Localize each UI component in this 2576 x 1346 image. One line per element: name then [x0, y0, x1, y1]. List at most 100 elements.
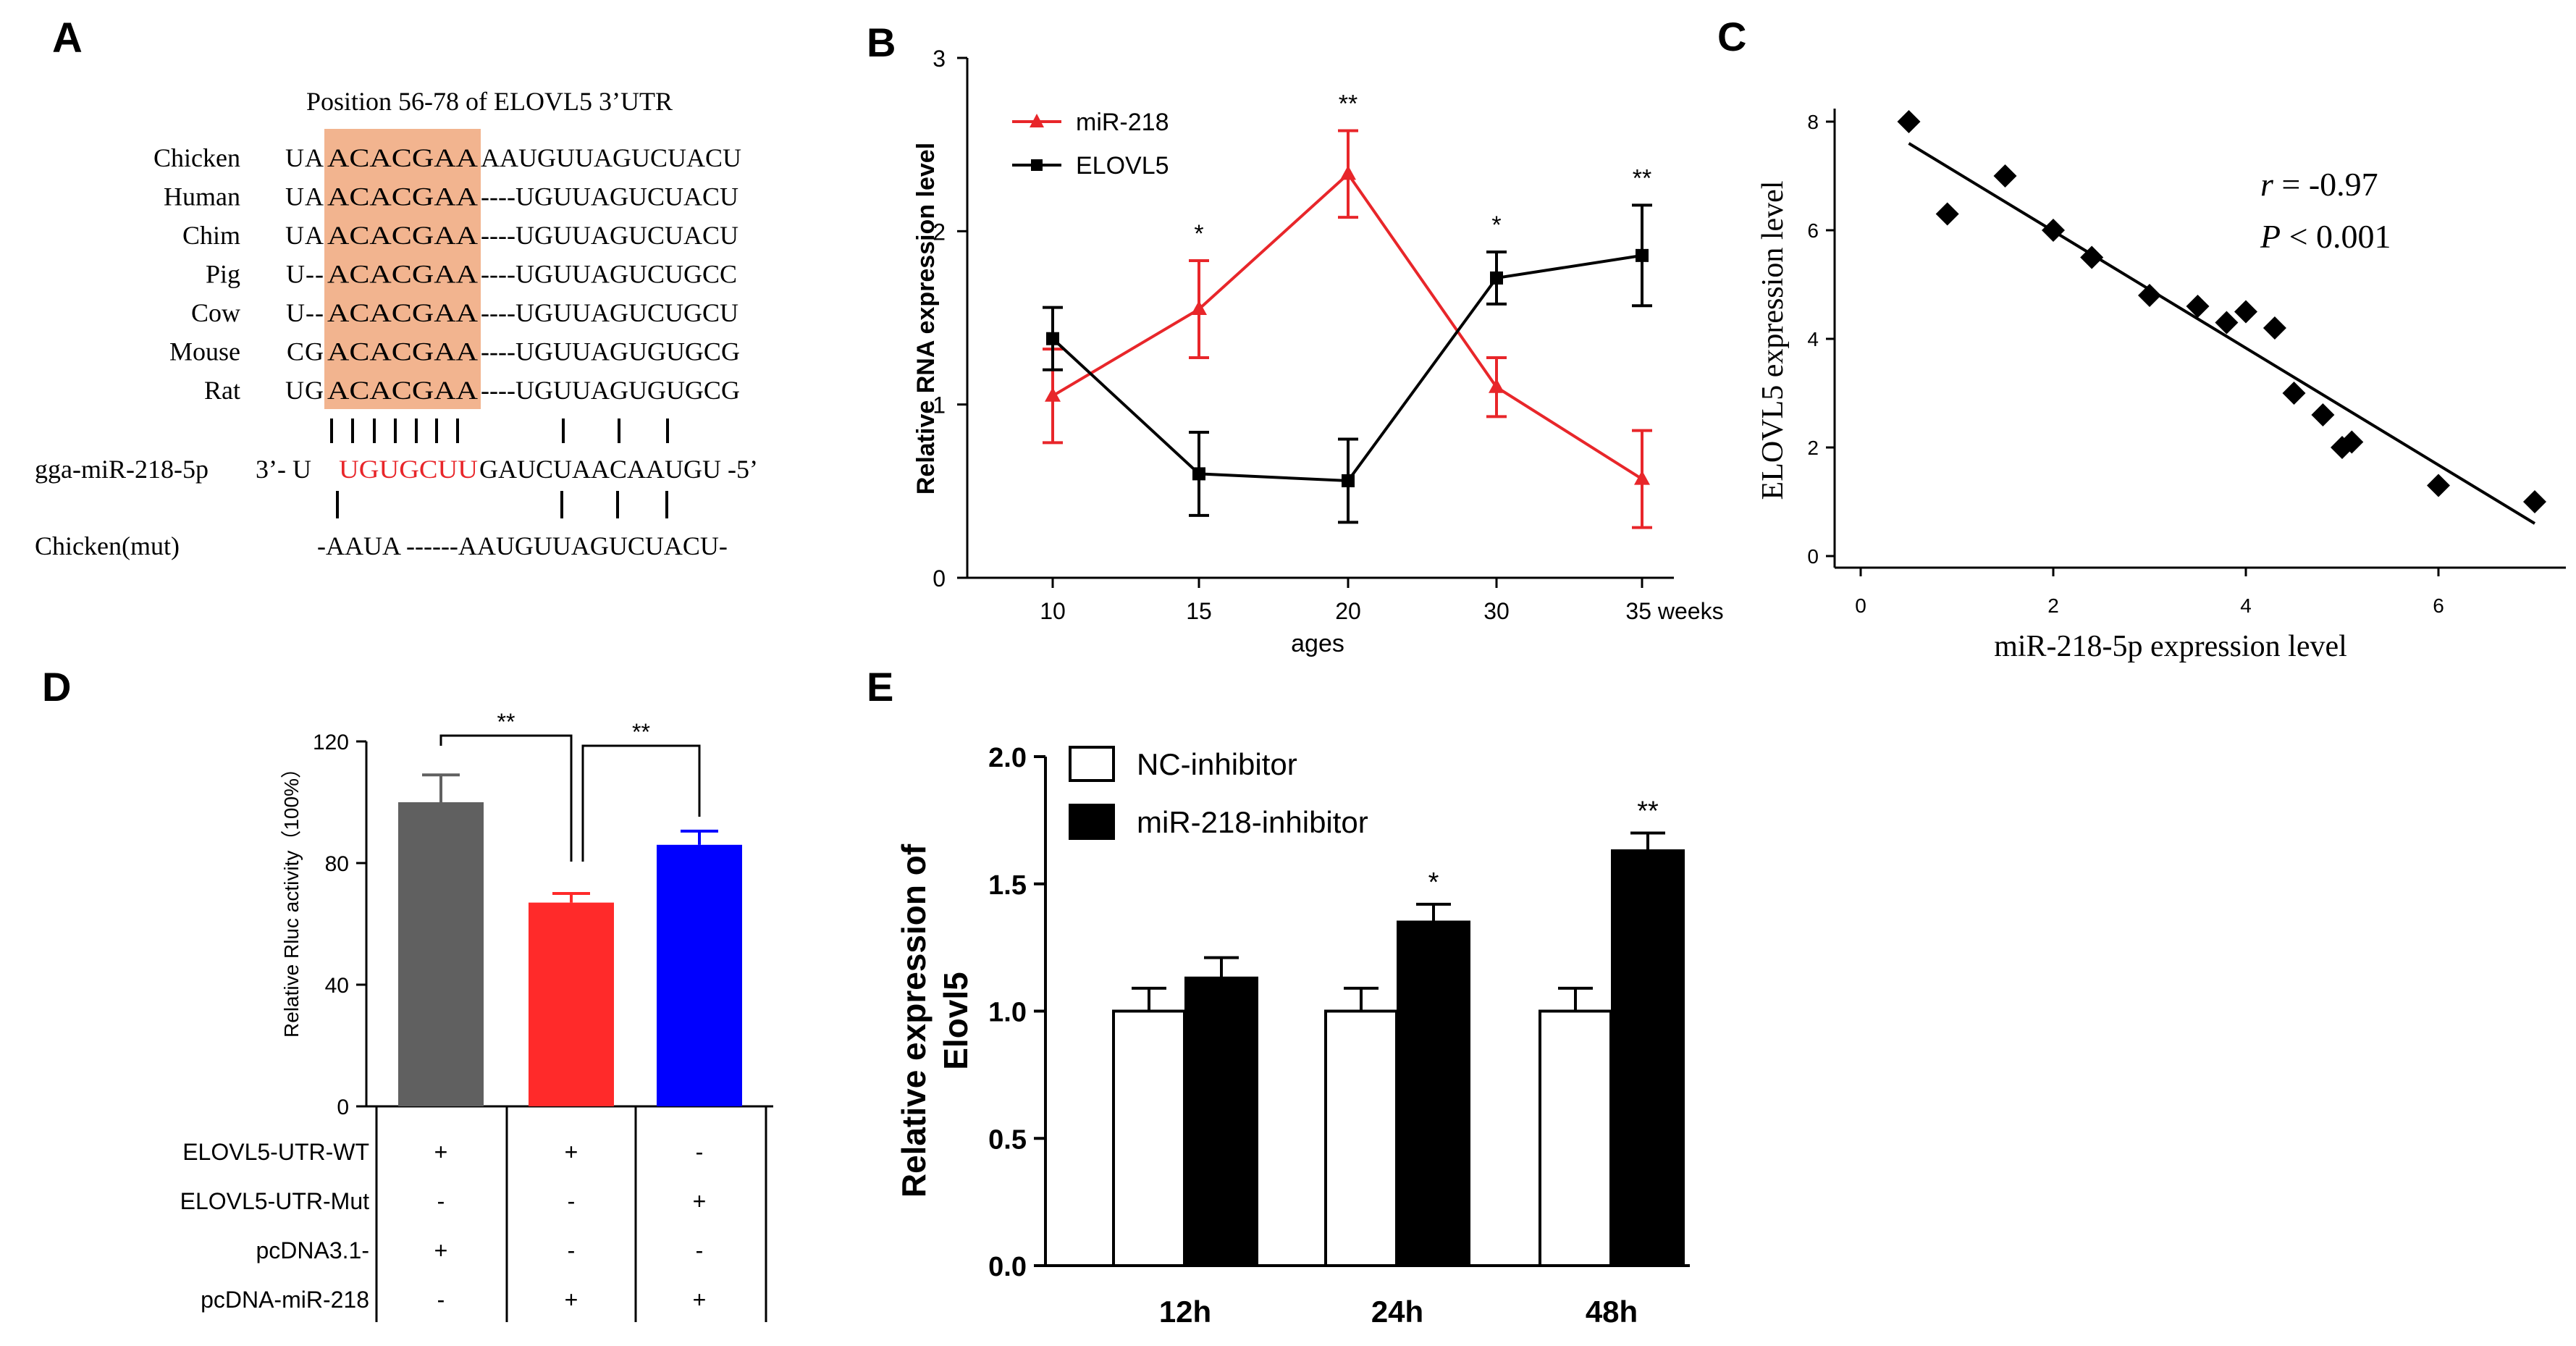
e-x-tick-label: 12h [1159, 1295, 1211, 1329]
seed-match-sequence: ACACGAA [327, 182, 478, 211]
b-point-miR-218 [1191, 300, 1207, 316]
b-point-miR-218 [1045, 387, 1061, 402]
b-legend-label: ELOVL5 [1076, 152, 1169, 180]
c-data-point [2311, 403, 2335, 426]
b-y-tick-label: 2 [933, 219, 946, 245]
e-y-tick-label: 1.0 [988, 998, 1027, 1028]
sequence-suffix: AAUGUUAGUCUACU [481, 143, 741, 172]
seed-match-sequence: ACACGAA [327, 221, 478, 250]
mirna-seed: UGUGCUU [339, 455, 478, 484]
panel-d-letter: D [42, 664, 71, 710]
mirna-suffix: GAUCUAACAAUGU -5’ [479, 455, 758, 484]
b-series-line-miR-218 [1051, 172, 1643, 481]
b-significance-mark: * [1194, 220, 1203, 248]
sequence-suffix: ----UGUUAGUCUGCU [481, 298, 738, 327]
sequence-suffix: ----UGUUAGUCUGCC [481, 260, 737, 289]
panel-a-letter: A [52, 14, 83, 62]
c-y-tick-label: 4 [1807, 328, 1819, 350]
panel-b-letter: B [867, 20, 896, 65]
c-data-point [1993, 164, 2017, 188]
species-label-mouse: Mouse [169, 337, 240, 366]
e-legend-label: NC-inhibitor [1137, 747, 1297, 781]
d-y-tick-label: 40 [325, 974, 349, 998]
e-legend-swatch [1069, 746, 1115, 782]
d-significance-mark: ** [497, 709, 515, 735]
mirna-prefix: 3’- U [256, 455, 311, 484]
species-label-chicken: Chicken [153, 143, 240, 172]
d-bar [657, 844, 742, 1106]
c-x-tick-label: 4 [2240, 594, 2252, 617]
panel-b-line-chart: B 0 1 2 3 10 15 20 30 35 weeks ages Relative RNA e… [867, 20, 1724, 657]
e-legend-swatch [1069, 804, 1115, 840]
e-x-tick-label: 24h [1371, 1295, 1423, 1329]
e-y-tick-label: 2.0 [988, 743, 1027, 773]
c-stat-p-value: < 0.001 [2281, 218, 2391, 255]
d-bar [398, 802, 484, 1106]
species-label-human: Human [164, 182, 240, 211]
c-y-tick-label: 8 [1807, 111, 1819, 133]
sequence-suffix: ----UGUUAGUCUACU [481, 182, 738, 211]
b-point-ELOVL5 [1192, 467, 1205, 481]
c-data-point [2427, 474, 2450, 497]
sequence-suffix: ----UGUUAGUGUGCG [481, 376, 740, 405]
e-bar-nc [1112, 1009, 1186, 1267]
panel-a-title: Position 56-78 of ELOVL5 3’UTR [306, 87, 673, 116]
c-y-axis-label: ELOVL5 expression level [1756, 181, 1790, 500]
d-y-tick-label: 120 [313, 731, 349, 754]
c-x-axis-label: miR-218-5p expression level [1994, 630, 2347, 663]
panel-d-bar-chart: D 0 40 80 120 Relative Rluc activity（100%） **… [42, 664, 773, 1322]
c-data-point [2215, 311, 2239, 335]
d-condition-mark: - [437, 1287, 445, 1313]
e-significance-mark: ** [1637, 796, 1659, 826]
c-x-tick-label: 0 [1855, 594, 1866, 617]
e-y-tick-label: 0.5 [988, 1124, 1027, 1155]
b-y-tick-label: 0 [933, 565, 946, 592]
d-condition-label: pcDNA3.1- [256, 1237, 370, 1263]
species-label-chim: Chim [182, 221, 240, 250]
species-label-cow: Cow [191, 298, 240, 327]
c-data-point [2234, 300, 2257, 324]
e-y-axis-label-line2: Elovl5 [937, 972, 975, 1070]
seed-match-sequence: ACACGAA [327, 376, 478, 405]
b-significance-mark: * [1491, 211, 1501, 239]
d-y-axis-label: Relative Rluc activity（100%） [280, 758, 303, 1038]
e-bar-nc [1324, 1009, 1398, 1267]
sequence-prefix: UA [285, 143, 324, 172]
d-condition-mark: + [434, 1139, 448, 1165]
c-data-point [2263, 316, 2286, 340]
b-point-ELOVL5 [1636, 248, 1649, 262]
c-data-point [1935, 202, 1959, 226]
sequence-prefix: CG [287, 337, 324, 366]
c-regression-line [1908, 142, 2536, 525]
e-legend-label: miR-218-inhibitor [1137, 805, 1368, 839]
sequence-prefix: UG [285, 376, 324, 405]
c-y-tick-label: 6 [1807, 219, 1819, 242]
d-condition-mark: + [565, 1287, 578, 1313]
b-x-tick-label: 15 [1186, 598, 1212, 624]
b-significance-mark: ** [1633, 164, 1651, 192]
c-x-tick-label: 2 [2047, 594, 2059, 617]
e-y-tick-label: 0.0 [988, 1252, 1027, 1282]
c-stat-p: P < 0.001 [2260, 218, 2391, 255]
b-x-axis-label: ages [1291, 630, 1344, 657]
b-point-miR-218 [1489, 378, 1504, 393]
c-y-tick-label: 0 [1807, 545, 1819, 568]
c-data-point [2080, 245, 2104, 269]
d-condition-mark: + [693, 1287, 707, 1313]
d-condition-mark: - [696, 1139, 704, 1165]
b-point-ELOVL5 [1490, 271, 1503, 285]
c-stat-r-symbol: r [2260, 166, 2274, 203]
seed-match-sequence: ACACGAA [327, 337, 478, 366]
d-condition-mark: + [693, 1188, 707, 1214]
e-bar-inhibitor [1184, 976, 1258, 1268]
d-condition-label: ELOVL5-UTR-WT [182, 1139, 369, 1165]
d-significance-bracket [581, 744, 701, 862]
species-label-pig: Pig [206, 260, 240, 289]
sequence-suffix: ----UGUUAGUGUGCG [481, 337, 740, 366]
c-data-point [2042, 219, 2065, 242]
d-y-tick-label: 80 [325, 852, 349, 876]
d-condition-mark: + [434, 1237, 448, 1263]
sequence-suffix: ----UGUUAGUCUACU [481, 221, 738, 250]
d-bar [529, 902, 614, 1106]
